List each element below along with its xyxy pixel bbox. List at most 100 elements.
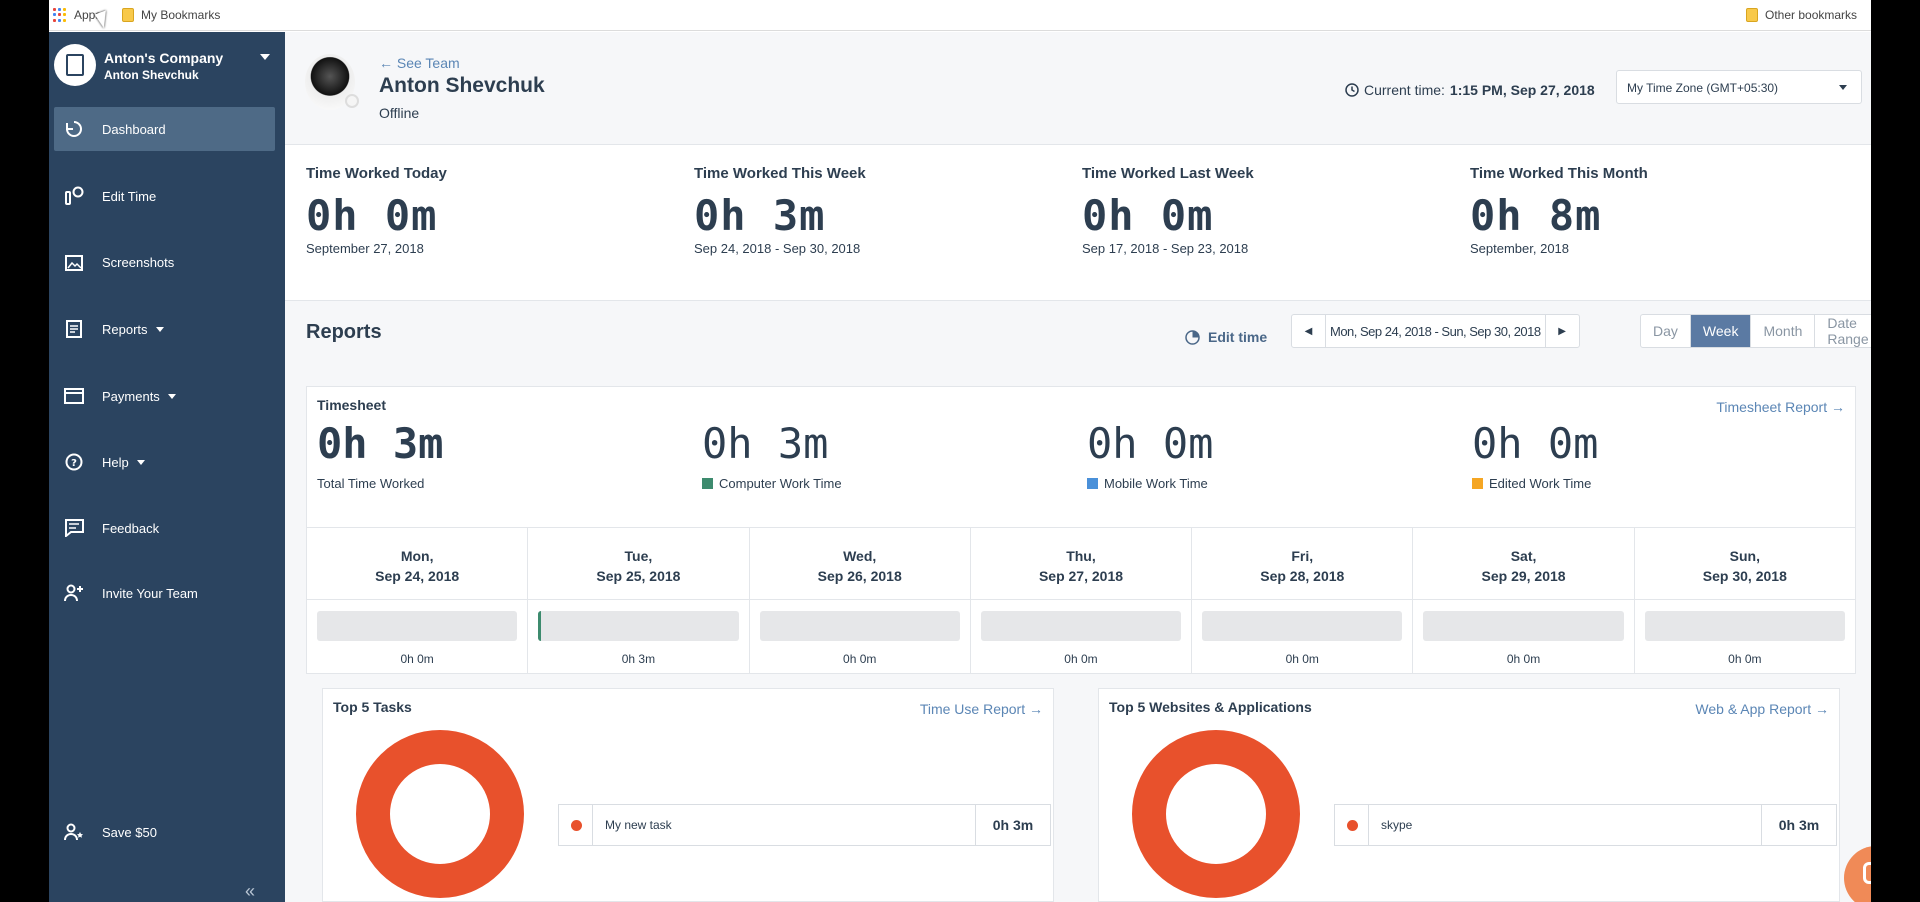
prev-week-button[interactable]: ◀ — [1292, 315, 1326, 347]
time-use-report-link[interactable]: Time Use Report → — [919, 701, 1043, 717]
edit-time-button[interactable]: Edit time — [1185, 322, 1267, 352]
sidebar-item-help[interactable]: ? Help — [54, 440, 275, 484]
edited-time-stat: 0h 0m Edited Work Time — [1472, 419, 1598, 491]
tab-day[interactable]: Day — [1641, 315, 1691, 347]
tab-date-range[interactable]: Date Range — [1827, 315, 1869, 347]
day-date: Sep 24, 2018 — [375, 568, 460, 584]
sidebar-item-payments[interactable]: Payments — [54, 374, 275, 418]
sidebar-item-invite-team[interactable]: Invite Your Team — [54, 571, 275, 615]
sidebar-item-label: Feedback — [102, 520, 160, 536]
feedback-icon — [64, 518, 84, 538]
timezone-value: My Time Zone (GMT+05:30) — [1627, 81, 1779, 95]
timezone-select[interactable]: My Time Zone (GMT+05:30) — [1616, 70, 1862, 104]
stat-label: Edited Work Time — [1489, 476, 1592, 491]
sidebar-item-dashboard[interactable]: Dashboard — [54, 107, 275, 151]
sidebar-item-label: Dashboard — [102, 121, 166, 137]
day-bar[interactable] — [1644, 611, 1845, 641]
day-amount: 0h 0m — [1285, 652, 1319, 666]
day-amount: 0h 0m — [1728, 652, 1762, 666]
folder-icon — [122, 8, 134, 22]
invite-icon — [64, 583, 84, 603]
web-app-report-link[interactable]: Web & App Report → — [1695, 701, 1829, 717]
sidebar-item-label: Help — [102, 454, 129, 470]
day-of-week: Sat, — [1510, 548, 1537, 564]
reports-heading: Reports — [306, 321, 382, 343]
tab-week[interactable]: Week — [1690, 315, 1752, 347]
timesheet-title: Timesheet — [317, 397, 386, 413]
chevron-down-icon — [155, 326, 164, 332]
folder-icon — [1746, 8, 1758, 22]
dashboard-icon — [64, 119, 84, 139]
next-week-button[interactable]: ▶ — [1544, 315, 1579, 347]
tab-month[interactable]: Month — [1751, 315, 1816, 347]
day-bar[interactable] — [538, 611, 739, 641]
company-user-name: Anton Shevchuk — [104, 68, 199, 82]
stat-value: 0h 3m — [702, 419, 829, 468]
day-bar[interactable] — [1423, 611, 1624, 641]
user-status: Offline — [379, 105, 420, 121]
stat-sub: Sep 24, 2018 - Sep 30, 2018 — [694, 241, 861, 256]
tasks-donut-chart[interactable] — [355, 729, 525, 899]
day-header: Tue, Sep 25, 2018 — [528, 528, 749, 600]
timesheet-card: Timesheet Timesheet Report → 0h 3m Total… — [306, 386, 1856, 674]
clock-icon — [1345, 83, 1359, 97]
my-bookmarks-label: My Bookmarks — [141, 8, 221, 22]
app-frame: Apps My Bookmarks Other bookmarks Anton'… — [49, 0, 1871, 902]
period-tabs: Day Week Month Date Range — [1640, 314, 1871, 348]
sidebar-item-save-50[interactable]: Save $50 — [54, 810, 275, 854]
sidebar: Anton's Company Anton Shevchuk Dashboard… — [49, 32, 285, 902]
my-bookmarks-folder[interactable]: My Bookmarks — [122, 8, 220, 22]
day-amount: 0h 0m — [843, 652, 877, 666]
current-time-value: 1:15 PM, Sep 27, 2018 — [1449, 82, 1595, 98]
task-time: 0h 3m — [992, 817, 1034, 833]
sidebar-item-label: Save $50 — [102, 824, 157, 840]
collapse-sidebar-icon[interactable]: « — [245, 881, 256, 901]
date-range-value[interactable]: Mon, Sep 24, 2018 - Sun, Sep 30, 2018 — [1330, 323, 1541, 339]
day-bar[interactable] — [980, 611, 1182, 641]
day-of-week: Thu, — [1066, 548, 1096, 564]
page-title: Anton Shevchuk — [379, 74, 545, 97]
sidebar-item-feedback[interactable]: Feedback — [54, 506, 275, 550]
company-logo-icon — [54, 44, 96, 86]
top-apps-card: Top 5 Websites & Applications Web & App … — [1098, 688, 1840, 902]
day-header: Fri, Sep 28, 2018 — [1192, 528, 1413, 600]
stat-label: Computer Work Time — [719, 476, 842, 491]
stat-label: Time Worked This Week — [694, 165, 866, 182]
bookmarks-bar: Apps My Bookmarks Other bookmarks — [49, 0, 1871, 31]
day-bar[interactable] — [1202, 611, 1403, 641]
sidebar-item-reports[interactable]: Reports — [54, 307, 275, 351]
day-bar-fill — [538, 611, 542, 641]
day-of-week: Tue, — [624, 548, 653, 564]
sidebar-item-edit-time[interactable]: Edit Time — [54, 174, 275, 218]
stat-label: Mobile Work Time — [1104, 476, 1208, 491]
day-bar[interactable] — [759, 611, 960, 641]
date-range-picker: ◀ Mon, Sep 24, 2018 - Sun, Sep 30, 2018 … — [1291, 314, 1580, 348]
stat-sub: Edited Work Time — [1472, 476, 1598, 491]
task-name: My new task — [605, 818, 672, 832]
see-team-link[interactable]: ← See Team — [379, 55, 460, 71]
chevron-down-icon — [167, 393, 176, 399]
payments-icon — [64, 386, 84, 406]
stat-sub: September 27, 2018 — [306, 241, 424, 256]
day-column: Fri, Sep 28, 2018 0h 0m — [1192, 528, 1414, 674]
timesheet-report-link[interactable]: Timesheet Report → — [1716, 399, 1845, 415]
task-row[interactable]: My new task 0h 3m — [558, 804, 1051, 846]
day-bar[interactable] — [317, 611, 518, 641]
sidebar-item-screenshots[interactable]: Screenshots — [54, 240, 275, 284]
app-row[interactable]: skype 0h 3m — [1334, 804, 1837, 846]
stat-sub: Sep 17, 2018 - Sep 23, 2018 — [1082, 241, 1249, 256]
week-days: Mon, Sep 24, 2018 0h 0m Tue, Sep 25, 2018 … — [307, 527, 1855, 674]
company-switcher[interactable]: Anton's Company Anton Shevchuk — [54, 44, 280, 88]
other-bookmarks-folder[interactable]: Other bookmarks — [1746, 8, 1857, 22]
reports-icon — [64, 319, 84, 339]
stat-sub: September, 2018 — [1470, 241, 1570, 256]
stat-value: 0h 0m — [1087, 419, 1214, 468]
other-bookmarks-label: Other bookmarks — [1765, 8, 1858, 22]
day-amount: 0h 0m — [400, 652, 434, 666]
apps-bookmark[interactable]: Apps — [53, 8, 101, 22]
apps-donut-chart[interactable] — [1131, 729, 1301, 899]
day-amount: 0h 0m — [1506, 652, 1541, 666]
current-time-label: Current time: — [1364, 82, 1445, 98]
apps-grid-icon — [53, 8, 67, 22]
sidebar-item-label: Invite Your Team — [102, 585, 198, 601]
